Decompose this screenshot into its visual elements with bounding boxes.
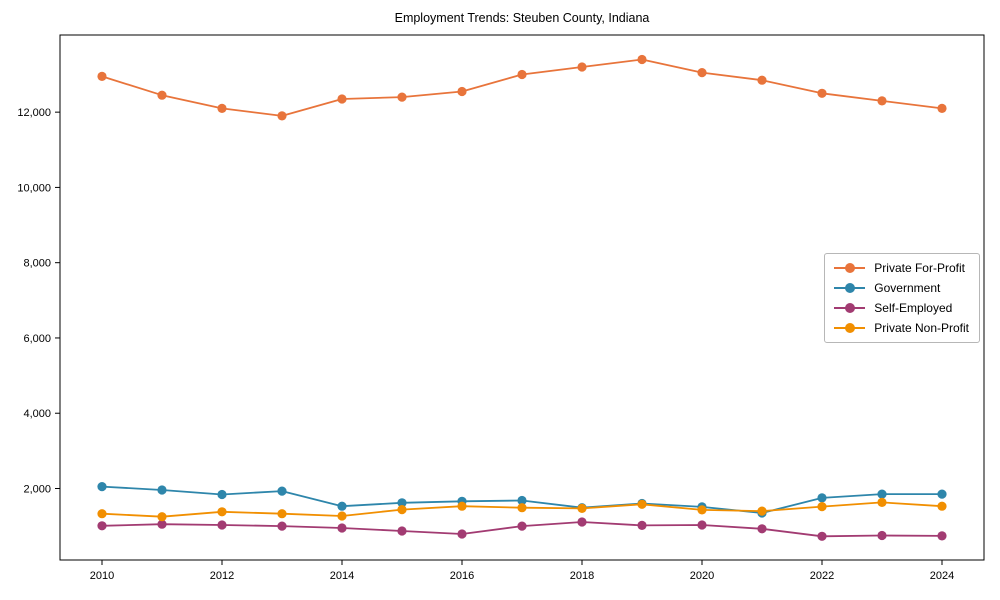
data-point [157, 90, 167, 100]
data-point [577, 517, 587, 527]
data-point [697, 505, 707, 515]
data-point [637, 499, 647, 509]
legend-item: Private For-Profit [834, 261, 969, 275]
data-point [217, 103, 227, 113]
data-point [757, 506, 767, 516]
data-point [457, 501, 467, 511]
data-point [277, 509, 287, 519]
legend-dot-icon [845, 263, 856, 273]
data-point [277, 486, 287, 496]
y-axis-tick-label: 10,000 [17, 182, 51, 194]
data-point [937, 531, 947, 541]
data-point [277, 111, 287, 121]
x-axis-tick-label: 2014 [330, 570, 354, 582]
data-point [457, 529, 467, 539]
legend-item: Government [834, 281, 969, 295]
data-point [97, 71, 107, 81]
data-point [397, 92, 407, 102]
legend-marker-icon [834, 283, 866, 293]
data-point [397, 505, 407, 515]
legend-marker-icon [834, 303, 866, 313]
y-axis-tick-label: 6,000 [23, 333, 51, 345]
data-point [937, 501, 947, 511]
data-point [697, 520, 707, 530]
data-point [877, 497, 887, 507]
data-point [937, 103, 947, 113]
legend-label: Government [874, 281, 941, 295]
data-point [337, 501, 347, 511]
legend-label: Private For-Profit [874, 261, 965, 275]
legend-dot-icon [845, 323, 856, 333]
x-axis-tick-label: 2010 [90, 570, 114, 582]
legend-marker-icon [834, 263, 866, 273]
data-point [577, 62, 587, 72]
data-point [217, 489, 227, 500]
data-point [877, 96, 887, 106]
data-point [337, 94, 347, 104]
legend-dot-icon [845, 283, 856, 293]
data-point [817, 493, 827, 503]
plot-frame [59, 34, 985, 561]
data-point [157, 485, 167, 495]
data-point [517, 495, 527, 506]
legend: Private For-Profit Government Self-Employe… [824, 253, 980, 343]
legend-dot-icon [845, 303, 856, 313]
data-point [277, 521, 287, 531]
legend-marker-icon [834, 323, 866, 333]
data-point [817, 531, 827, 541]
legend-label: Private Non-Profit [874, 321, 969, 335]
data-point [757, 524, 767, 534]
data-point [697, 68, 707, 78]
x-axis-tick-label: 2022 [810, 570, 834, 582]
data-point [517, 521, 527, 531]
series-line-private-for-profit [101, 58, 943, 117]
y-axis-tick-label: 8,000 [23, 258, 51, 270]
x-axis-tick-label: 2024 [930, 570, 954, 582]
data-point [157, 519, 167, 529]
data-point [937, 489, 947, 499]
x-axis-tick-label: 2020 [690, 570, 714, 582]
data-point [337, 511, 347, 521]
y-axis-tick-label: 4,000 [23, 408, 51, 420]
data-point [517, 69, 527, 80]
data-point [97, 521, 107, 531]
data-point [817, 88, 827, 98]
data-point [517, 503, 527, 513]
x-axis-tick-label: 2012 [210, 570, 234, 582]
legend-item: Self-Employed [834, 301, 969, 315]
chart-title: Employment Trends: Steuben County, India… [394, 11, 650, 25]
x-axis-tick-label: 2016 [450, 570, 474, 582]
x-axis-tick-label: 2018 [570, 570, 594, 582]
data-point [397, 498, 407, 508]
data-point [397, 526, 407, 536]
data-point [97, 482, 107, 492]
data-point [877, 530, 887, 541]
data-point [637, 520, 647, 531]
data-point [337, 523, 347, 533]
data-point [217, 507, 227, 517]
data-point [217, 520, 227, 530]
data-point [577, 503, 587, 513]
legend-label: Self-Employed [874, 301, 953, 315]
legend-item: Private Non-Profit [834, 321, 969, 335]
data-point [877, 489, 887, 499]
data-point [817, 502, 827, 512]
data-point [457, 86, 467, 97]
data-point [97, 509, 107, 519]
y-axis-tick-label: 2,000 [23, 483, 51, 495]
data-point [637, 54, 647, 65]
data-point [157, 512, 167, 522]
data-point [757, 75, 767, 85]
y-axis-tick-label: 12,000 [17, 107, 51, 119]
